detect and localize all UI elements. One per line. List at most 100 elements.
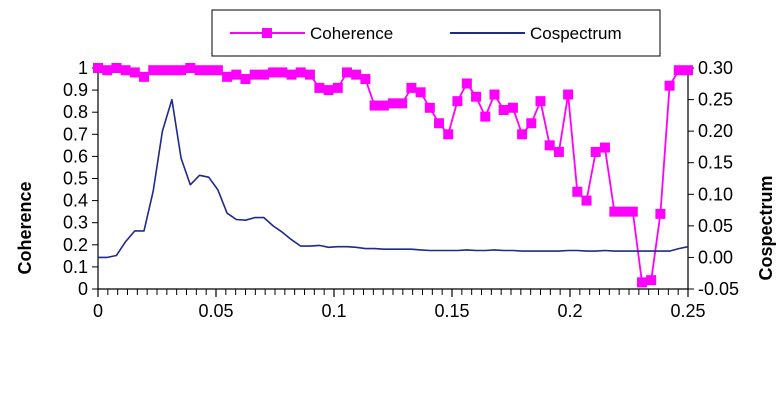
coherence-point (590, 146, 601, 157)
coherence-point (609, 206, 620, 217)
coherence-point (627, 206, 638, 217)
coherence-point (203, 65, 214, 76)
coherence-point (222, 71, 233, 82)
coherence-point (378, 100, 389, 111)
coherence-point (268, 67, 279, 78)
right-tick-label: 0.20 (698, 121, 733, 141)
left-tick-label: 0 (78, 279, 88, 299)
cospectrum-line (98, 98, 689, 259)
left-tick-label: 0.6 (63, 146, 88, 166)
coherence-point (517, 129, 528, 140)
legend: Coherence Cospectrum (211, 9, 661, 57)
coherence-point (166, 65, 177, 76)
coherence-point (286, 69, 297, 80)
right-tick-label: 0.25 (698, 90, 733, 110)
coherence-point (129, 67, 140, 78)
right-tick-label: 0.30 (698, 58, 733, 78)
coherence-point (240, 74, 251, 85)
x-tick-label: 0.25 (670, 301, 705, 321)
coherence-point (443, 129, 454, 140)
coherence-point (388, 98, 398, 109)
coherence-point (646, 275, 657, 286)
coherence-point (434, 118, 445, 129)
coherence-point (231, 69, 242, 80)
coherence-point (461, 78, 472, 89)
coherence-point (304, 69, 315, 80)
coherence-point (683, 65, 693, 76)
legend-cospectrum-label: Cospectrum (530, 24, 622, 43)
left-tick-label: 0.8 (63, 102, 88, 122)
coherence-point (636, 277, 647, 288)
x-tick-label: 0.05 (198, 301, 233, 321)
coherence-point (323, 85, 334, 96)
left-tick-label: 0.2 (63, 235, 88, 255)
coherence-point (553, 146, 564, 157)
right-tick-label: -0.05 (698, 279, 739, 299)
coherence-point (351, 69, 362, 80)
coherence-point (102, 65, 113, 76)
coherence-point (599, 142, 610, 153)
left-tick-label: 0.5 (63, 169, 88, 189)
series-layer (93, 63, 693, 288)
x-tick-label: 0.15 (434, 301, 469, 321)
coherence-point (360, 74, 371, 85)
coherence-point (664, 80, 675, 91)
coherence-point (212, 65, 223, 76)
left-tick-label: 0.1 (63, 257, 88, 277)
right-tick-label: 0.10 (698, 184, 733, 204)
right-y-axis-ticks: -0.05 0.00 0.05 0.10 0.15 0.20 0.25 0.30 (688, 58, 739, 299)
coherence-point (544, 140, 555, 151)
coherence-point (369, 100, 380, 111)
coherence-point (673, 65, 684, 76)
coherence-point (498, 104, 509, 115)
left-tick-label: 0.9 (63, 80, 88, 100)
right-tick-label: 0.15 (698, 153, 733, 173)
coherence-point (572, 186, 583, 197)
coherence-point (185, 63, 196, 73)
coherence-point (452, 96, 463, 107)
x-tick-label: 0 (93, 301, 103, 321)
coherence-point (139, 71, 150, 82)
coherence-point (424, 102, 435, 113)
coherence-point (120, 65, 131, 76)
coherence-point (406, 82, 417, 93)
x-tick-label: 0.1 (321, 301, 346, 321)
x-tick-label: 0.2 (557, 301, 582, 321)
coherence-point (249, 69, 260, 80)
coherence-point (507, 102, 518, 113)
coherence-point (471, 91, 482, 102)
legend-coherence-marker (262, 28, 272, 38)
coherence-point (111, 63, 122, 73)
coherence-point (194, 65, 205, 76)
coherence-point (295, 67, 306, 78)
coherence-point (148, 65, 159, 76)
left-y-axis-ticks: 00.10.20.30.40.5 0.60.70.80.91 (63, 58, 98, 299)
x-axis-ticks: 0 0.05 0.1 0.15 0.2 0.25 (93, 289, 706, 321)
coherence-point (157, 65, 168, 76)
coherence-point (563, 89, 574, 100)
left-tick-label: 0.4 (63, 191, 88, 211)
right-y-axis-title: Cospectrum (756, 175, 776, 280)
left-y-axis-title: Coherence (15, 181, 35, 274)
coherence-point (655, 208, 666, 219)
coherence-point (535, 96, 546, 107)
coherence-point (277, 67, 288, 78)
left-tick-label: 1 (78, 58, 88, 78)
left-tick-label: 0.7 (63, 124, 88, 144)
coherence-point (618, 206, 629, 217)
coherence-point (176, 65, 187, 76)
coherence-point (341, 67, 352, 78)
right-tick-label: 0.05 (698, 216, 733, 236)
coherence-point (314, 82, 325, 93)
coherence-point (397, 98, 408, 109)
coherence-point (93, 63, 103, 73)
coherence-point (480, 111, 491, 122)
coherence-point (415, 87, 426, 98)
coherence-point (581, 195, 592, 206)
left-tick-label: 0.3 (63, 213, 88, 233)
right-tick-label: 0.00 (698, 247, 733, 267)
legend-coherence-label: Coherence (310, 24, 393, 43)
coherence-point (332, 82, 343, 93)
